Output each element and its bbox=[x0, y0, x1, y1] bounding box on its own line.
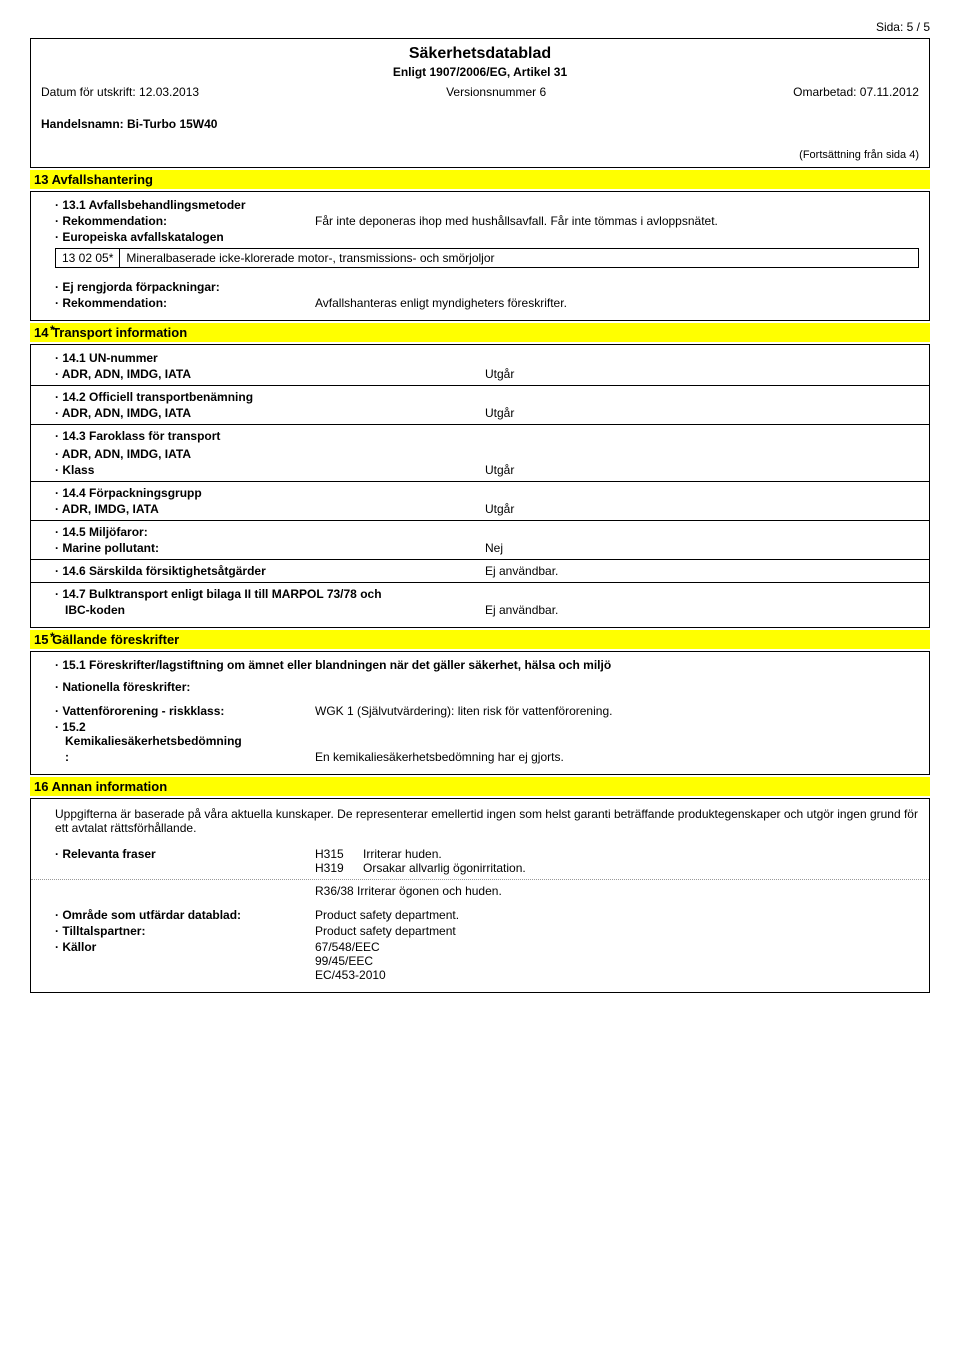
s14-4-value: Utgår bbox=[485, 502, 919, 516]
h319-code: H319 bbox=[315, 861, 363, 875]
product-name: Handelsnamn: Bi-Turbo 15W40 bbox=[41, 117, 919, 131]
s14-3-value: Utgår bbox=[485, 463, 919, 477]
h319-text: Orsakar allvarlig ögonirritation. bbox=[363, 861, 526, 875]
s15-water-label: Vattenförorening - riskklass: bbox=[55, 704, 315, 718]
s14-5-title: 14.5 Miljöfaror: bbox=[55, 525, 919, 539]
s14-7-title: 14.7 Bulktransport enligt bilaga II till… bbox=[55, 587, 919, 601]
s13-unclean: Ej rengjorda förpackningar: bbox=[55, 280, 919, 294]
s14-7-label: IBC-koden bbox=[55, 603, 485, 617]
s14-2-title: 14.2 Officiell transportbenämning bbox=[55, 390, 919, 404]
doc-subtitle: Enligt 1907/2006/EG, Artikel 31 bbox=[41, 65, 919, 79]
s13-rec-value: Får inte deponeras ihop med hushållsavfa… bbox=[315, 214, 919, 228]
s14-3-label: ADR, ADN, IMDG, IATA bbox=[55, 447, 919, 461]
section-15-content: 15.1 Föreskrifter/lagstiftning om ämnet … bbox=[30, 651, 930, 775]
s13-methods: 13.1 Avfallsbehandlingsmetoder bbox=[55, 198, 919, 212]
src-2: 99/45/EEC bbox=[315, 954, 919, 968]
print-date: Datum för utskrift: 12.03.2013 bbox=[41, 85, 199, 99]
src-3: EC/453-2010 bbox=[315, 968, 919, 982]
s14-4-title: 14.4 Förpackningsgrupp bbox=[55, 486, 919, 500]
s16-sources-label: Källor bbox=[55, 940, 315, 982]
s16-contact-label: Tilltalspartner: bbox=[55, 924, 315, 938]
s14-4-label: ADR, IMDG, IATA bbox=[55, 502, 485, 516]
s16-dept-value: Product safety department. bbox=[315, 908, 919, 922]
s15-sub2-value: En kemikaliesäkerhetsbedömning har ej gj… bbox=[315, 750, 919, 764]
s14-2-label: ADR, ADN, IMDG, IATA bbox=[55, 406, 485, 420]
s15-nat: Nationella föreskrifter: bbox=[55, 680, 919, 694]
s13-rec2-value: Avfallshanteras enligt myndigheters före… bbox=[315, 296, 919, 310]
version-number: Versionsnummer 6 bbox=[446, 85, 546, 99]
doc-title: Säkerhetsdatablad bbox=[41, 45, 919, 63]
s14-3-klass: Klass bbox=[55, 463, 485, 477]
s14-2-value: Utgår bbox=[485, 406, 919, 420]
s14-6-title: 14.6 Särskilda försiktighetsåtgärder bbox=[55, 564, 485, 578]
s14-5-value: Nej bbox=[485, 541, 919, 555]
waste-code-desc: Mineralbaserade icke-klorerade motor-, t… bbox=[120, 248, 919, 268]
page-number: Sida: 5 / 5 bbox=[30, 20, 930, 34]
section-13-content: 13.1 Avfallsbehandlingsmetoder Rekommend… bbox=[30, 191, 930, 321]
s16-contact-value: Product safety department bbox=[315, 924, 919, 938]
s15-water-value: WGK 1 (Självutvärdering): liten risk för… bbox=[315, 704, 919, 718]
s14-7-value: Ej användbar. bbox=[485, 603, 919, 617]
star-icon-2: * bbox=[50, 630, 55, 644]
s14-1-title: 14.1 UN-nummer bbox=[55, 351, 919, 365]
section-16-header: 16 Annan information bbox=[30, 777, 930, 796]
s14-6-value: Ej användbar. bbox=[485, 564, 919, 578]
section-16-content: Uppgifterna är baserade på våra aktuella… bbox=[30, 798, 930, 993]
star-icon: * bbox=[50, 323, 55, 337]
s16-body: Uppgifterna är baserade på våra aktuella… bbox=[55, 807, 919, 835]
s14-3-title: 14.3 Faroklass för transport bbox=[55, 429, 919, 443]
h315-text: Irriterar huden. bbox=[363, 847, 442, 861]
s15-sub2a: 15.2 bbox=[55, 720, 919, 734]
s15-sub1: 15.1 Föreskrifter/lagstiftning om ämnet … bbox=[55, 658, 919, 672]
s14-1-label: ADR, ADN, IMDG, IATA bbox=[55, 367, 485, 381]
s14-1-value: Utgår bbox=[485, 367, 919, 381]
section-14-content: 14.1 UN-nummer ADR, ADN, IMDG, IATA Utgå… bbox=[30, 344, 930, 628]
s13-rec2-label: Rekommendation: bbox=[55, 296, 315, 310]
section-15-header: 15 Gällande föreskrifter bbox=[30, 630, 930, 649]
s16-rel-label: Relevanta fraser bbox=[55, 847, 315, 875]
section-14-header: 14 Transport information bbox=[30, 323, 930, 342]
waste-code: 13 02 05* bbox=[55, 248, 120, 268]
s15-sub2b: Kemikaliesäkerhetsbedömning bbox=[55, 734, 919, 748]
section-13-header: 13 Avfallshantering bbox=[30, 170, 930, 189]
continuation-note: (Fortsättning från sida 4) bbox=[41, 149, 919, 161]
src-1: 67/548/EEC bbox=[315, 940, 919, 954]
r36-text: R36/38 Irriterar ögonen och huden. bbox=[55, 884, 919, 898]
s13-catalog: Europeiska avfallskatalogen bbox=[55, 230, 919, 244]
h315-code: H315 bbox=[315, 847, 363, 861]
s15-sub2c: : bbox=[55, 750, 315, 764]
revised-date: Omarbetad: 07.11.2012 bbox=[793, 85, 919, 99]
s16-dept-label: Område som utfärdar datablad: bbox=[55, 908, 315, 922]
s14-5-label: Marine pollutant: bbox=[55, 541, 485, 555]
header-box: Säkerhetsdatablad Enligt 1907/2006/EG, A… bbox=[30, 38, 930, 168]
s13-rec-label: Rekommendation: bbox=[55, 214, 315, 228]
